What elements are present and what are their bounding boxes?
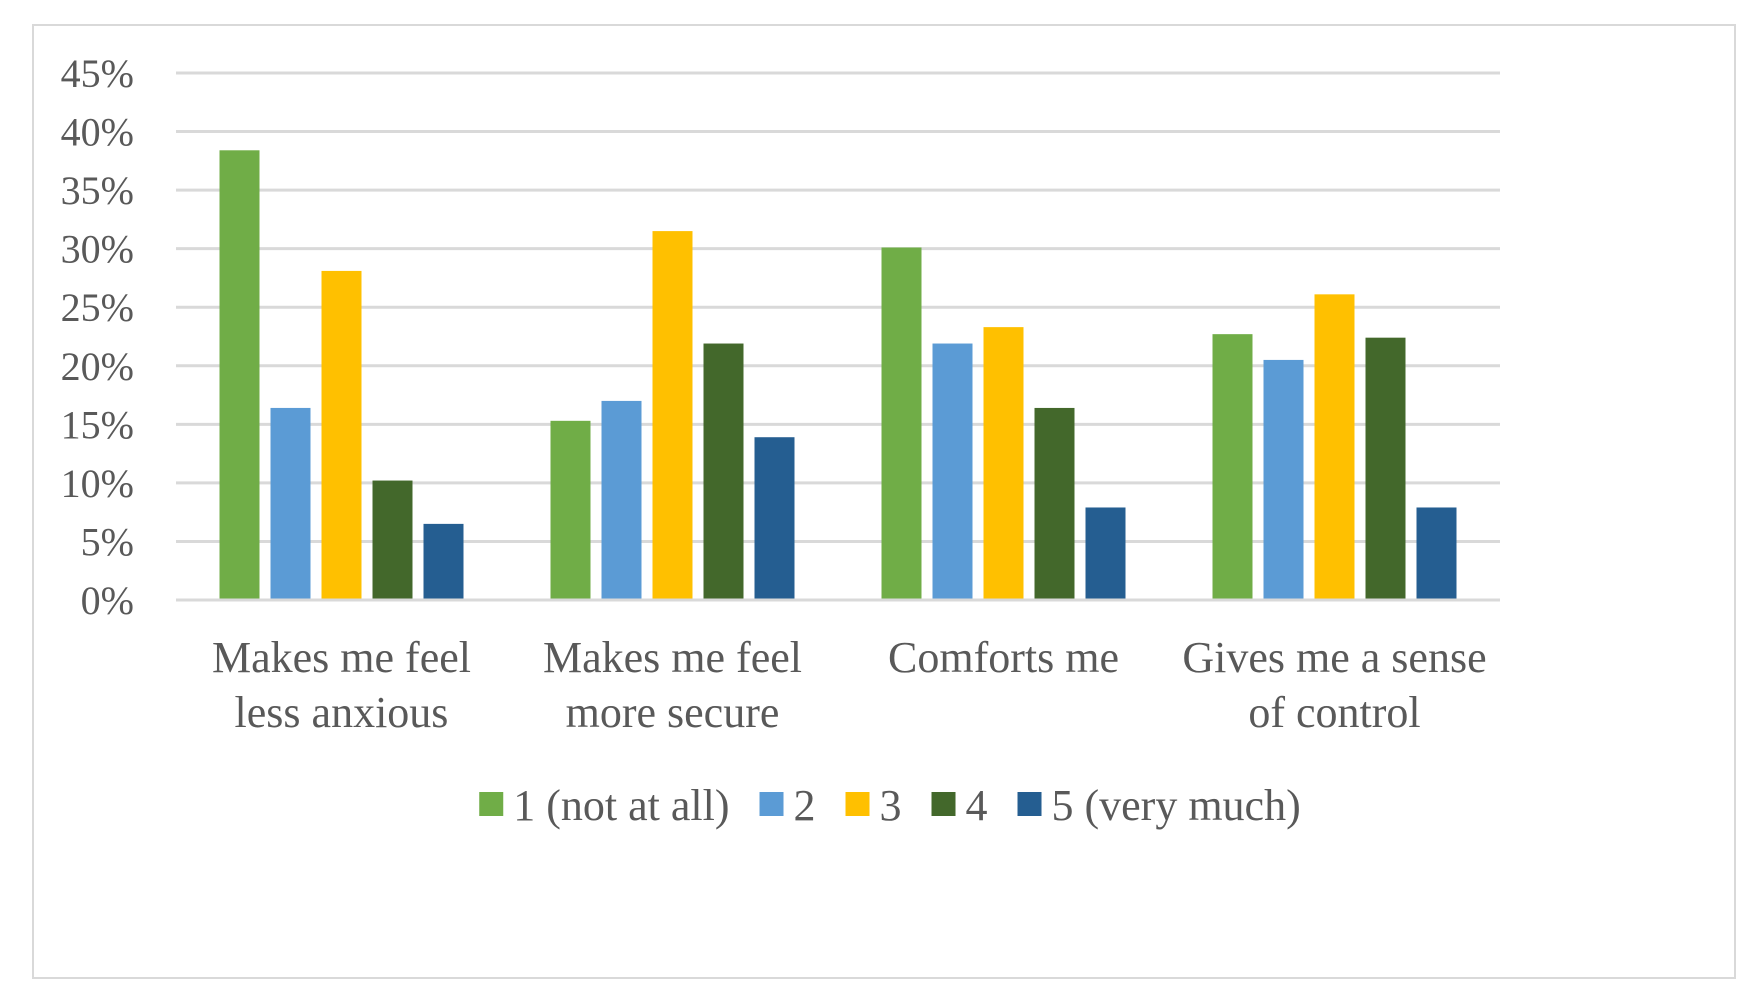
legend-item: 4	[931, 781, 988, 830]
legend-item: 1 (not at all)	[479, 781, 730, 830]
y-axis-tick-labels: 0% 5% 10% 15% 20% 25% 30% 35% 40% 45%	[61, 51, 134, 623]
x-axis-category-labels: Makes me feel less anxious Makes me feel mo…	[212, 633, 1487, 737]
legend-swatch	[759, 792, 784, 816]
bar-1-cat-1	[219, 150, 260, 600]
legend-item: 5 (very much)	[1017, 781, 1301, 830]
bar-1-cat-3	[881, 247, 922, 601]
bar-chart: 0% 5% 10% 15% 20% 25% 30% 35% 40% 45% Makes me fe…	[61, 51, 1500, 830]
category-label: Makes me feel	[212, 633, 471, 682]
category-label: Gives me a sense	[1182, 633, 1486, 682]
legend-label: 4	[966, 781, 988, 830]
y-tick-label: 30%	[61, 227, 134, 272]
legend-item: 2	[759, 781, 816, 830]
bar-2-cat-2	[601, 400, 642, 600]
bar-5-cat-3	[1085, 507, 1126, 600]
bar-2-cat-4	[1263, 359, 1304, 600]
legend-label: 5 (very much)	[1052, 781, 1301, 830]
y-tick-label: 40%	[61, 110, 134, 155]
category-label: Comforts me	[888, 633, 1119, 682]
y-tick-label: 45%	[61, 51, 134, 96]
bar-3-cat-2	[652, 231, 693, 600]
bar-1-cat-2	[550, 420, 591, 600]
bar-1-cat-4	[1212, 334, 1253, 600]
legend-label: 2	[794, 781, 816, 830]
bar-5-cat-4	[1416, 507, 1457, 600]
y-tick-label: 35%	[61, 168, 134, 213]
bar-2-cat-1	[270, 407, 311, 600]
bar-3-cat-1	[321, 270, 362, 600]
category-label: more secure	[566, 688, 780, 737]
bar-4-cat-3	[1034, 407, 1075, 600]
category-label: Makes me feel	[543, 633, 802, 682]
category-label: of control	[1248, 688, 1420, 737]
bar-4-cat-2	[703, 343, 744, 600]
bar-5-cat-2	[754, 437, 795, 600]
y-tick-label: 5%	[81, 519, 134, 564]
bar-2-cat-3	[932, 343, 973, 600]
bar-4-cat-4	[1365, 337, 1406, 600]
legend: 1 (not at all) 2 3 4 5 (very much)	[479, 781, 1301, 830]
y-tick-label: 15%	[61, 402, 134, 447]
category-label: less anxious	[235, 688, 449, 737]
y-tick-label: 20%	[61, 344, 134, 389]
legend-label: 3	[880, 781, 902, 830]
y-tick-label: 10%	[61, 461, 134, 506]
chart-frame: 0% 5% 10% 15% 20% 25% 30% 35% 40% 45% Makes me fe…	[32, 24, 1736, 979]
legend-item: 3	[845, 781, 902, 830]
bar-3-cat-3	[983, 327, 1024, 600]
bars	[176, 150, 1500, 602]
bar-3-cat-4	[1314, 294, 1355, 600]
legend-swatch	[1017, 792, 1042, 816]
y-tick-label: 25%	[61, 285, 134, 330]
legend-label: 1 (not at all)	[513, 781, 729, 830]
legend-swatch	[845, 792, 870, 816]
bar-4-cat-1	[372, 480, 413, 600]
legend-swatch	[931, 792, 956, 816]
bar-5-cat-1	[423, 523, 464, 600]
y-tick-label: 0%	[81, 578, 134, 623]
legend-swatch	[479, 792, 504, 816]
